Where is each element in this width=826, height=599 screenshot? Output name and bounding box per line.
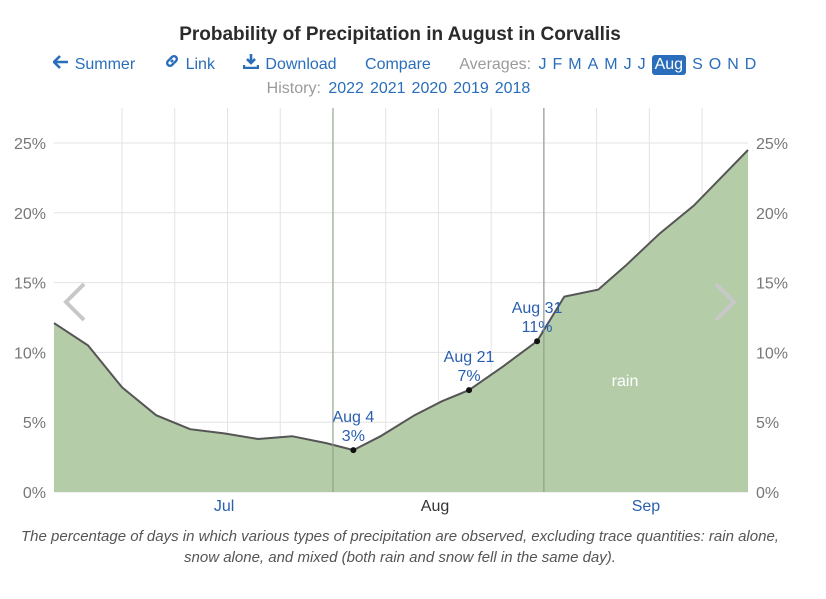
precipitation-chart: 0% 5% 10% 15% 20% 25% 0% 5% 10% 15% 20% 25% Jul Aug…	[14, 108, 788, 515]
caption: The percentage of days in which various …	[21, 528, 779, 566]
annotation-point	[466, 387, 473, 394]
download-icon	[243, 53, 260, 74]
x-label-jul: Jul	[214, 498, 234, 515]
y-tick-right: 15%	[756, 276, 788, 293]
annotation-point	[350, 447, 357, 454]
x-label-aug: Aug	[421, 498, 449, 515]
month-4[interactable]: M	[604, 56, 618, 73]
compare-button[interactable]: Compare	[365, 56, 431, 73]
link-button[interactable]: Link	[164, 53, 215, 74]
history-label: History:	[266, 80, 321, 97]
annotation-value: 11%	[522, 319, 553, 336]
y-tick-right: 20%	[756, 206, 788, 223]
history-bar: History: 2022 2021 2020 2019 2018	[0, 80, 800, 98]
annotation-value: 3%	[342, 428, 365, 445]
nav-bar: Summer Link Download Compare Averages: J…	[0, 53, 800, 75]
y-tick-left: 25%	[14, 136, 46, 153]
month-8[interactable]: S	[692, 56, 703, 73]
month-1[interactable]: F	[552, 56, 563, 73]
y-tick-left: 10%	[14, 345, 46, 362]
annotation-date: Aug 21	[444, 349, 495, 366]
download-button[interactable]: Download	[243, 53, 337, 74]
y-tick-left: 15%	[14, 276, 46, 293]
annotation-date: Aug 4	[332, 409, 374, 426]
y-tick-right: 25%	[756, 136, 788, 153]
month-5[interactable]: J	[623, 56, 632, 73]
right-y-ticks: 0% 5% 10% 15% 20% 25%	[756, 136, 788, 502]
arrow-left-icon	[51, 55, 69, 74]
history-year-2019[interactable]: 2019	[453, 80, 489, 97]
summer-button[interactable]: Summer	[51, 55, 136, 74]
y-tick-left: 20%	[14, 206, 46, 223]
chevron-left-icon[interactable]	[63, 282, 86, 322]
history-year-2021[interactable]: 2021	[369, 80, 406, 97]
rain-line	[53, 149, 749, 452]
month-10[interactable]: N	[727, 56, 739, 73]
download-label: Download	[265, 56, 337, 73]
y-tick-right: 5%	[756, 415, 779, 432]
month-6[interactable]: J	[637, 56, 646, 73]
history-years: 2022 2021 2020 2019 2018	[325, 80, 533, 97]
y-tick-right: 10%	[756, 345, 788, 362]
annotations: Aug 4 3% Aug 21 7% Aug 31 11%	[332, 300, 563, 454]
averages-label: Averages:	[459, 56, 532, 73]
annotation-date: Aug 31	[512, 300, 563, 317]
month-selector: J F M A M J J Aug S O N D	[535, 55, 759, 75]
left-y-ticks: 0% 5% 10% 15% 20% 25%	[14, 136, 46, 502]
annotation-value: 7%	[457, 368, 480, 385]
month-7[interactable]: Aug	[651, 55, 687, 75]
month-2[interactable]: M	[568, 56, 582, 73]
history-year-2022[interactable]: 2022	[328, 80, 364, 97]
summer-label: Summer	[74, 56, 136, 73]
y-tick-right: 0%	[756, 485, 779, 502]
annotation-point	[534, 338, 541, 345]
y-tick-left: 5%	[23, 415, 46, 432]
month-11[interactable]: D	[744, 56, 757, 73]
link-label: Link	[185, 56, 215, 73]
month-3[interactable]: A	[587, 56, 599, 73]
history-year-2018[interactable]: 2018	[494, 80, 531, 97]
month-0[interactable]: J	[538, 56, 547, 73]
month-9[interactable]: O	[708, 56, 722, 73]
x-label-sep: Sep	[632, 498, 661, 515]
chart-title: Probability of Precipitation in August i…	[179, 24, 621, 45]
history-year-2020[interactable]: 2020	[411, 80, 448, 97]
series-label-rain: rain	[612, 373, 639, 390]
x-month-labels: Jul Aug Sep	[214, 498, 660, 515]
y-tick-left: 0%	[23, 485, 46, 502]
rain-area	[54, 150, 748, 492]
chevron-right-icon[interactable]	[714, 282, 737, 322]
link-icon	[164, 53, 180, 74]
